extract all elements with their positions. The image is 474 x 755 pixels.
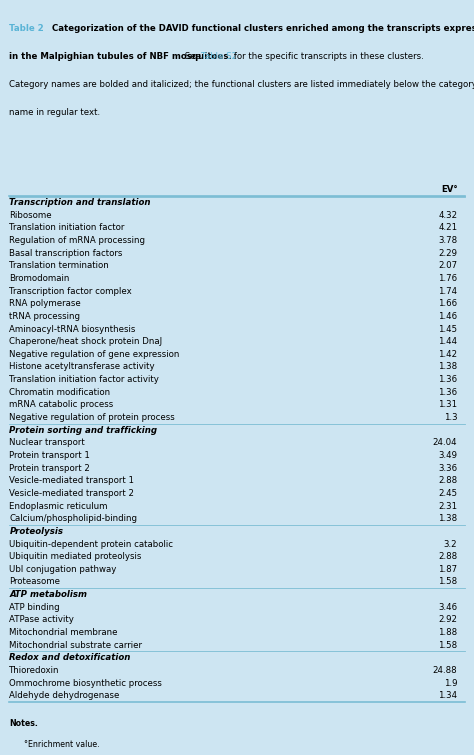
Text: Proteolysis: Proteolysis xyxy=(9,527,64,536)
Text: Calcium/phospholipid-binding: Calcium/phospholipid-binding xyxy=(9,514,137,523)
Text: Ommochrome biosynthetic process: Ommochrome biosynthetic process xyxy=(9,679,163,688)
Text: 3.78: 3.78 xyxy=(438,236,457,245)
Text: Table S2: Table S2 xyxy=(201,52,237,61)
Text: Translation initiation factor: Translation initiation factor xyxy=(9,223,125,233)
Text: ATP binding: ATP binding xyxy=(9,602,60,612)
Text: tRNA processing: tRNA processing xyxy=(9,312,81,321)
Text: RNA polymerase: RNA polymerase xyxy=(9,299,81,308)
Text: Basal transcription factors: Basal transcription factors xyxy=(9,248,123,257)
Text: Vesicle-mediated transport 2: Vesicle-mediated transport 2 xyxy=(9,489,135,498)
Text: 3.36: 3.36 xyxy=(438,464,457,473)
Text: Protein sorting and trafficking: Protein sorting and trafficking xyxy=(9,426,157,435)
Text: Mitochondrial substrate carrier: Mitochondrial substrate carrier xyxy=(9,641,143,649)
Text: Ubiquitin-dependent protein catabolic: Ubiquitin-dependent protein catabolic xyxy=(9,540,173,549)
Text: Ubl conjugation pathway: Ubl conjugation pathway xyxy=(9,565,117,574)
Text: 4.21: 4.21 xyxy=(438,223,457,233)
Text: 2.31: 2.31 xyxy=(438,501,457,510)
Text: 1.38: 1.38 xyxy=(438,362,457,371)
Text: See: See xyxy=(182,52,204,61)
Text: in the Malpighian tubules of NBF mosquitoes.: in the Malpighian tubules of NBF mosquit… xyxy=(9,52,232,61)
Text: 1.76: 1.76 xyxy=(438,274,457,283)
Text: 1.3: 1.3 xyxy=(444,413,457,422)
Text: Transcription factor complex: Transcription factor complex xyxy=(9,287,132,296)
Text: 1.36: 1.36 xyxy=(438,388,457,397)
Text: 1.45: 1.45 xyxy=(438,325,457,334)
Text: Chaperone/heat shock protein DnaJ: Chaperone/heat shock protein DnaJ xyxy=(9,337,163,347)
Text: Ubiquitin mediated proteolysis: Ubiquitin mediated proteolysis xyxy=(9,552,142,561)
Text: 1.58: 1.58 xyxy=(438,641,457,649)
Text: Proteasome: Proteasome xyxy=(9,578,61,587)
Text: Aldehyde dehydrogenase: Aldehyde dehydrogenase xyxy=(9,692,120,700)
Text: 1.34: 1.34 xyxy=(438,692,457,700)
Text: 1.74: 1.74 xyxy=(438,287,457,296)
Text: 1.88: 1.88 xyxy=(438,628,457,637)
Text: 1.44: 1.44 xyxy=(438,337,457,347)
Text: Table 2: Table 2 xyxy=(9,24,44,33)
Text: ATP metabolism: ATP metabolism xyxy=(9,590,88,599)
Text: Vesicle-mediated transport 1: Vesicle-mediated transport 1 xyxy=(9,476,135,485)
Text: Bromodomain: Bromodomain xyxy=(9,274,70,283)
Text: Negative regulation of protein process: Negative regulation of protein process xyxy=(9,413,175,422)
Text: for the specific transcripts in these clusters.: for the specific transcripts in these cl… xyxy=(231,52,424,61)
Text: 1.9: 1.9 xyxy=(444,679,457,688)
Text: 2.29: 2.29 xyxy=(438,248,457,257)
Text: 1.31: 1.31 xyxy=(438,400,457,409)
Text: Endoplasmic reticulum: Endoplasmic reticulum xyxy=(9,501,108,510)
Text: 1.87: 1.87 xyxy=(438,565,457,574)
Text: 3.2: 3.2 xyxy=(444,540,457,549)
Text: Category names are bolded and italicized; the functional clusters are listed imm: Category names are bolded and italicized… xyxy=(9,80,474,89)
Text: Notes.: Notes. xyxy=(9,719,38,728)
Text: Protein transport 2: Protein transport 2 xyxy=(9,464,91,473)
Text: 2.45: 2.45 xyxy=(438,489,457,498)
Text: 1.38: 1.38 xyxy=(438,514,457,523)
Text: 2.88: 2.88 xyxy=(438,552,457,561)
Text: 1.42: 1.42 xyxy=(438,350,457,359)
Text: 3.46: 3.46 xyxy=(438,602,457,612)
Text: Redox and detoxification: Redox and detoxification xyxy=(9,653,131,662)
Text: Mitochondrial membrane: Mitochondrial membrane xyxy=(9,628,118,637)
Text: °Enrichment value.: °Enrichment value. xyxy=(24,740,100,749)
Text: 1.46: 1.46 xyxy=(438,312,457,321)
Text: Ribosome: Ribosome xyxy=(9,211,52,220)
Text: 2.88: 2.88 xyxy=(438,476,457,485)
Text: 1.58: 1.58 xyxy=(438,578,457,587)
Text: 2.92: 2.92 xyxy=(438,615,457,624)
Text: 1.66: 1.66 xyxy=(438,299,457,308)
Text: EV°: EV° xyxy=(441,186,457,194)
Text: Regulation of mRNA processing: Regulation of mRNA processing xyxy=(9,236,146,245)
Text: mRNA catabolic process: mRNA catabolic process xyxy=(9,400,114,409)
Text: Nuclear transport: Nuclear transport xyxy=(9,439,85,448)
Text: Transcription and translation: Transcription and translation xyxy=(9,198,151,207)
Text: Thioredoxin: Thioredoxin xyxy=(9,666,60,675)
Text: Protein transport 1: Protein transport 1 xyxy=(9,451,91,460)
Text: ATPase activity: ATPase activity xyxy=(9,615,74,624)
Text: Chromatin modification: Chromatin modification xyxy=(9,388,110,397)
Text: Negative regulation of gene expression: Negative regulation of gene expression xyxy=(9,350,180,359)
Text: Translation termination: Translation termination xyxy=(9,261,109,270)
Text: 24.04: 24.04 xyxy=(433,439,457,448)
Text: Aminoacyl-tRNA biosynthesis: Aminoacyl-tRNA biosynthesis xyxy=(9,325,136,334)
Text: Translation initiation factor activity: Translation initiation factor activity xyxy=(9,375,159,384)
Text: Histone acetyltransferase activity: Histone acetyltransferase activity xyxy=(9,362,155,371)
Text: name in regular text.: name in regular text. xyxy=(9,108,100,117)
Text: 4.32: 4.32 xyxy=(438,211,457,220)
Text: 3.49: 3.49 xyxy=(438,451,457,460)
Text: Categorization of the DAVID functional clusters enriched among the transcripts e: Categorization of the DAVID functional c… xyxy=(46,24,474,33)
Text: 1.36: 1.36 xyxy=(438,375,457,384)
Text: 2.07: 2.07 xyxy=(438,261,457,270)
Text: 24.88: 24.88 xyxy=(433,666,457,675)
